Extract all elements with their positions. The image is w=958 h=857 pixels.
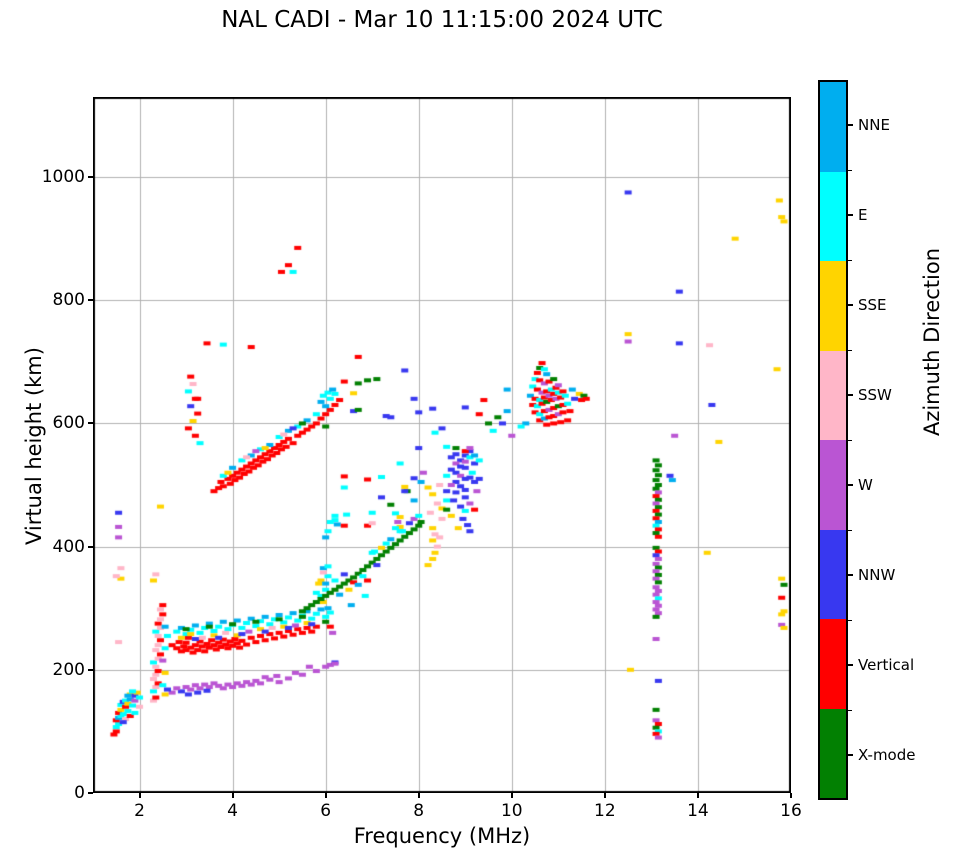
colorbar-title: Azimuth Direction <box>920 247 944 437</box>
x-tick-mark <box>510 793 513 798</box>
colorbar-boundary-tick <box>848 170 852 171</box>
y-tick-mark <box>88 299 93 302</box>
colorbar-boundary-tick <box>848 530 852 531</box>
y-tick-label: 200 <box>52 659 85 680</box>
colorbar-tick <box>848 394 853 396</box>
colorbar-segment-vertical <box>820 619 846 709</box>
colorbar-label-ssw: SSW <box>858 386 892 404</box>
y-tick-label: 600 <box>52 413 85 434</box>
x-tick-mark <box>231 793 234 798</box>
y-tick-label: 800 <box>52 290 85 311</box>
y-axis-label: Virtual height (km) <box>22 347 46 545</box>
colorbar-label-nnw: NNW <box>858 566 896 584</box>
colorbar-segment-nnw <box>820 529 846 619</box>
colorbar-tick <box>848 304 853 306</box>
x-tick-label: 16 <box>780 801 802 821</box>
scatter-canvas <box>93 97 791 793</box>
colorbar-boundary-tick <box>848 350 852 351</box>
colorbar-tick <box>848 664 853 666</box>
y-tick-mark <box>88 545 93 548</box>
x-tick-label: 12 <box>594 801 616 821</box>
x-tick-mark <box>324 793 327 798</box>
x-tick-label: 14 <box>687 801 709 821</box>
x-tick-label: 10 <box>500 801 523 821</box>
colorbar-tick <box>848 754 853 756</box>
x-tick-mark <box>790 793 792 798</box>
y-tick-mark <box>88 422 93 425</box>
y-tick-label: 0 <box>74 783 85 803</box>
y-tick-label: 400 <box>52 536 85 557</box>
x-tick-label: 2 <box>134 801 145 821</box>
colorbar-label-nne: NNE <box>858 116 890 134</box>
colorbar-label-sse: SSE <box>858 296 887 314</box>
colorbar-segment-e <box>820 171 846 261</box>
y-tick-mark <box>88 668 93 671</box>
colorbar-boundary-tick <box>848 260 852 261</box>
x-tick-label: 4 <box>227 801 238 821</box>
colorbar-segment-w <box>820 440 846 530</box>
colorbar <box>818 80 848 800</box>
colorbar-tick <box>848 574 853 576</box>
x-tick-mark <box>138 793 141 798</box>
colorbar-segment-nne <box>820 82 846 172</box>
x-axis-label: Frequency (MHz) <box>353 824 531 848</box>
colorbar-tick <box>848 214 853 216</box>
colorbar-label-w: W <box>858 476 873 494</box>
colorbar-boundary-tick <box>848 440 852 441</box>
colorbar-label-vertical: Vertical <box>858 656 915 674</box>
colorbar-boundary-tick <box>848 620 852 621</box>
x-tick-mark <box>603 793 606 798</box>
colorbar-tick <box>848 124 853 126</box>
x-tick-mark <box>417 793 420 798</box>
chart-title: NAL CADI - Mar 10 11:15:00 2024 UTC <box>221 7 663 33</box>
colorbar-tick <box>848 484 853 486</box>
colorbar-segment-ssw <box>820 350 846 440</box>
colorbar-segment-x-mode <box>820 708 846 798</box>
y-tick-mark <box>88 176 93 179</box>
x-tick-mark <box>696 793 699 798</box>
x-tick-label: 6 <box>320 801 332 821</box>
plot-area <box>93 97 791 793</box>
colorbar-segment-sse <box>820 261 846 351</box>
y-tick-mark <box>88 792 93 794</box>
colorbar-label-x-mode: X-mode <box>858 746 916 764</box>
colorbar-label-e: E <box>858 206 868 224</box>
y-tick-label: 1000 <box>41 167 85 188</box>
x-tick-label: 8 <box>413 801 425 821</box>
colorbar-boundary-tick <box>848 710 852 711</box>
